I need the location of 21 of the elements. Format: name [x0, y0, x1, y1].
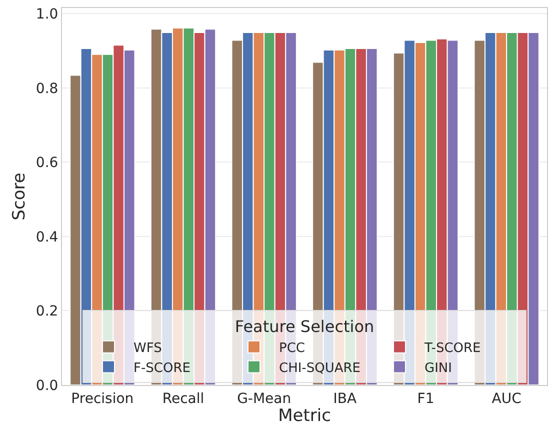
legend-label: GINI: [424, 360, 452, 376]
legend-label: WFS: [134, 340, 162, 356]
legend-title: Feature Selection: [234, 316, 374, 336]
y-tick-label: 0.2: [36, 304, 58, 320]
x-axis-title: Metric: [278, 406, 331, 426]
y-tick-label: 1.0: [36, 6, 58, 22]
x-tick-label: F1: [417, 390, 434, 407]
x-tick-label: AUC: [492, 390, 522, 407]
y-axis-title: Score: [9, 172, 30, 220]
y-tick-label: 0.0: [36, 378, 58, 394]
y-tick-label: 0.4: [36, 229, 58, 246]
x-tick-label: Recall: [162, 390, 204, 407]
y-tick-label: 0.6: [36, 155, 58, 172]
legend-label: CHI-SQUARE: [279, 360, 361, 376]
x-tick-label: Precision: [71, 390, 134, 407]
legend-label: F-SCORE: [134, 360, 190, 376]
legend-label: T-SCORE: [424, 340, 481, 356]
x-tick-label: IBA: [333, 390, 357, 407]
y-tick-label: 0.8: [36, 80, 58, 97]
x-tick-label: G-Mean: [237, 390, 292, 407]
legend-label: PCC: [279, 340, 305, 356]
